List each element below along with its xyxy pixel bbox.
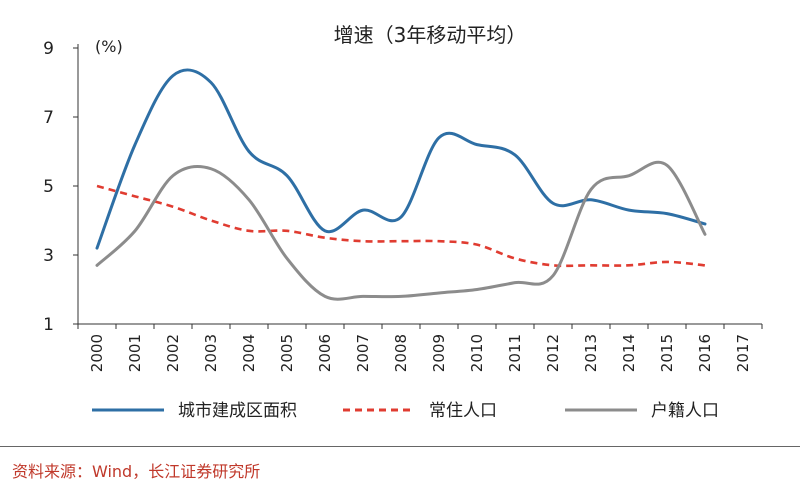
x-tick-label: 2016: [696, 334, 714, 372]
legend: 城市建成区面积 常住人口 户籍人口: [92, 401, 719, 421]
y-tick-label: 9: [43, 39, 54, 59]
series-line-1: [96, 184, 706, 268]
x-tick-label: 2010: [468, 334, 486, 372]
x-tick-label: 2011: [506, 334, 524, 372]
x-tick-label: 2004: [240, 334, 258, 372]
legend-label-2: 户籍人口: [651, 401, 719, 421]
series-line-2: [95, 160, 707, 301]
y-tick-label: 3: [43, 246, 54, 266]
legend-label-0: 城市建成区面积: [178, 401, 297, 421]
x-tick-label: 2001: [126, 334, 144, 372]
chart-title: 增速（3年移动平均）: [334, 23, 527, 47]
x-tick-label: 2009: [430, 334, 448, 372]
x-tick-label: 2015: [658, 334, 676, 372]
x-tick-label: 2013: [582, 334, 600, 372]
series-lines: [95, 68, 707, 301]
y-tick-label: 5: [43, 177, 54, 197]
x-tick-label: 2000: [88, 334, 106, 372]
legend-label-1: 常住人口: [429, 401, 497, 421]
x-tick-label: 2017: [734, 334, 752, 372]
x-tick-label: 2007: [354, 334, 372, 372]
x-tick-label: 2003: [202, 334, 220, 372]
y-tick-label: 7: [43, 108, 54, 128]
series-line-0: [95, 68, 707, 250]
x-tick-label: 2014: [620, 334, 638, 372]
x-axis-ticks: 2000 2001 2002 2003 2004 2005 2006 2007 2008 2009…: [77, 324, 763, 372]
x-tick-label: 2006: [316, 334, 334, 372]
x-tick-label: 2002: [164, 334, 182, 372]
source-note: 资料来源：Wind，长江证券研究所: [12, 462, 261, 481]
x-tick-label: 2012: [544, 334, 562, 372]
y-axis-ticks: 1 3 5 7 9: [43, 39, 78, 335]
unit-label: (%): [95, 37, 123, 56]
footer-divider: [0, 446, 800, 447]
y-tick-label: 1: [43, 315, 54, 335]
x-tick-label: 2005: [278, 334, 296, 372]
x-tick-label: 2008: [392, 334, 410, 372]
axes: [77, 44, 762, 325]
